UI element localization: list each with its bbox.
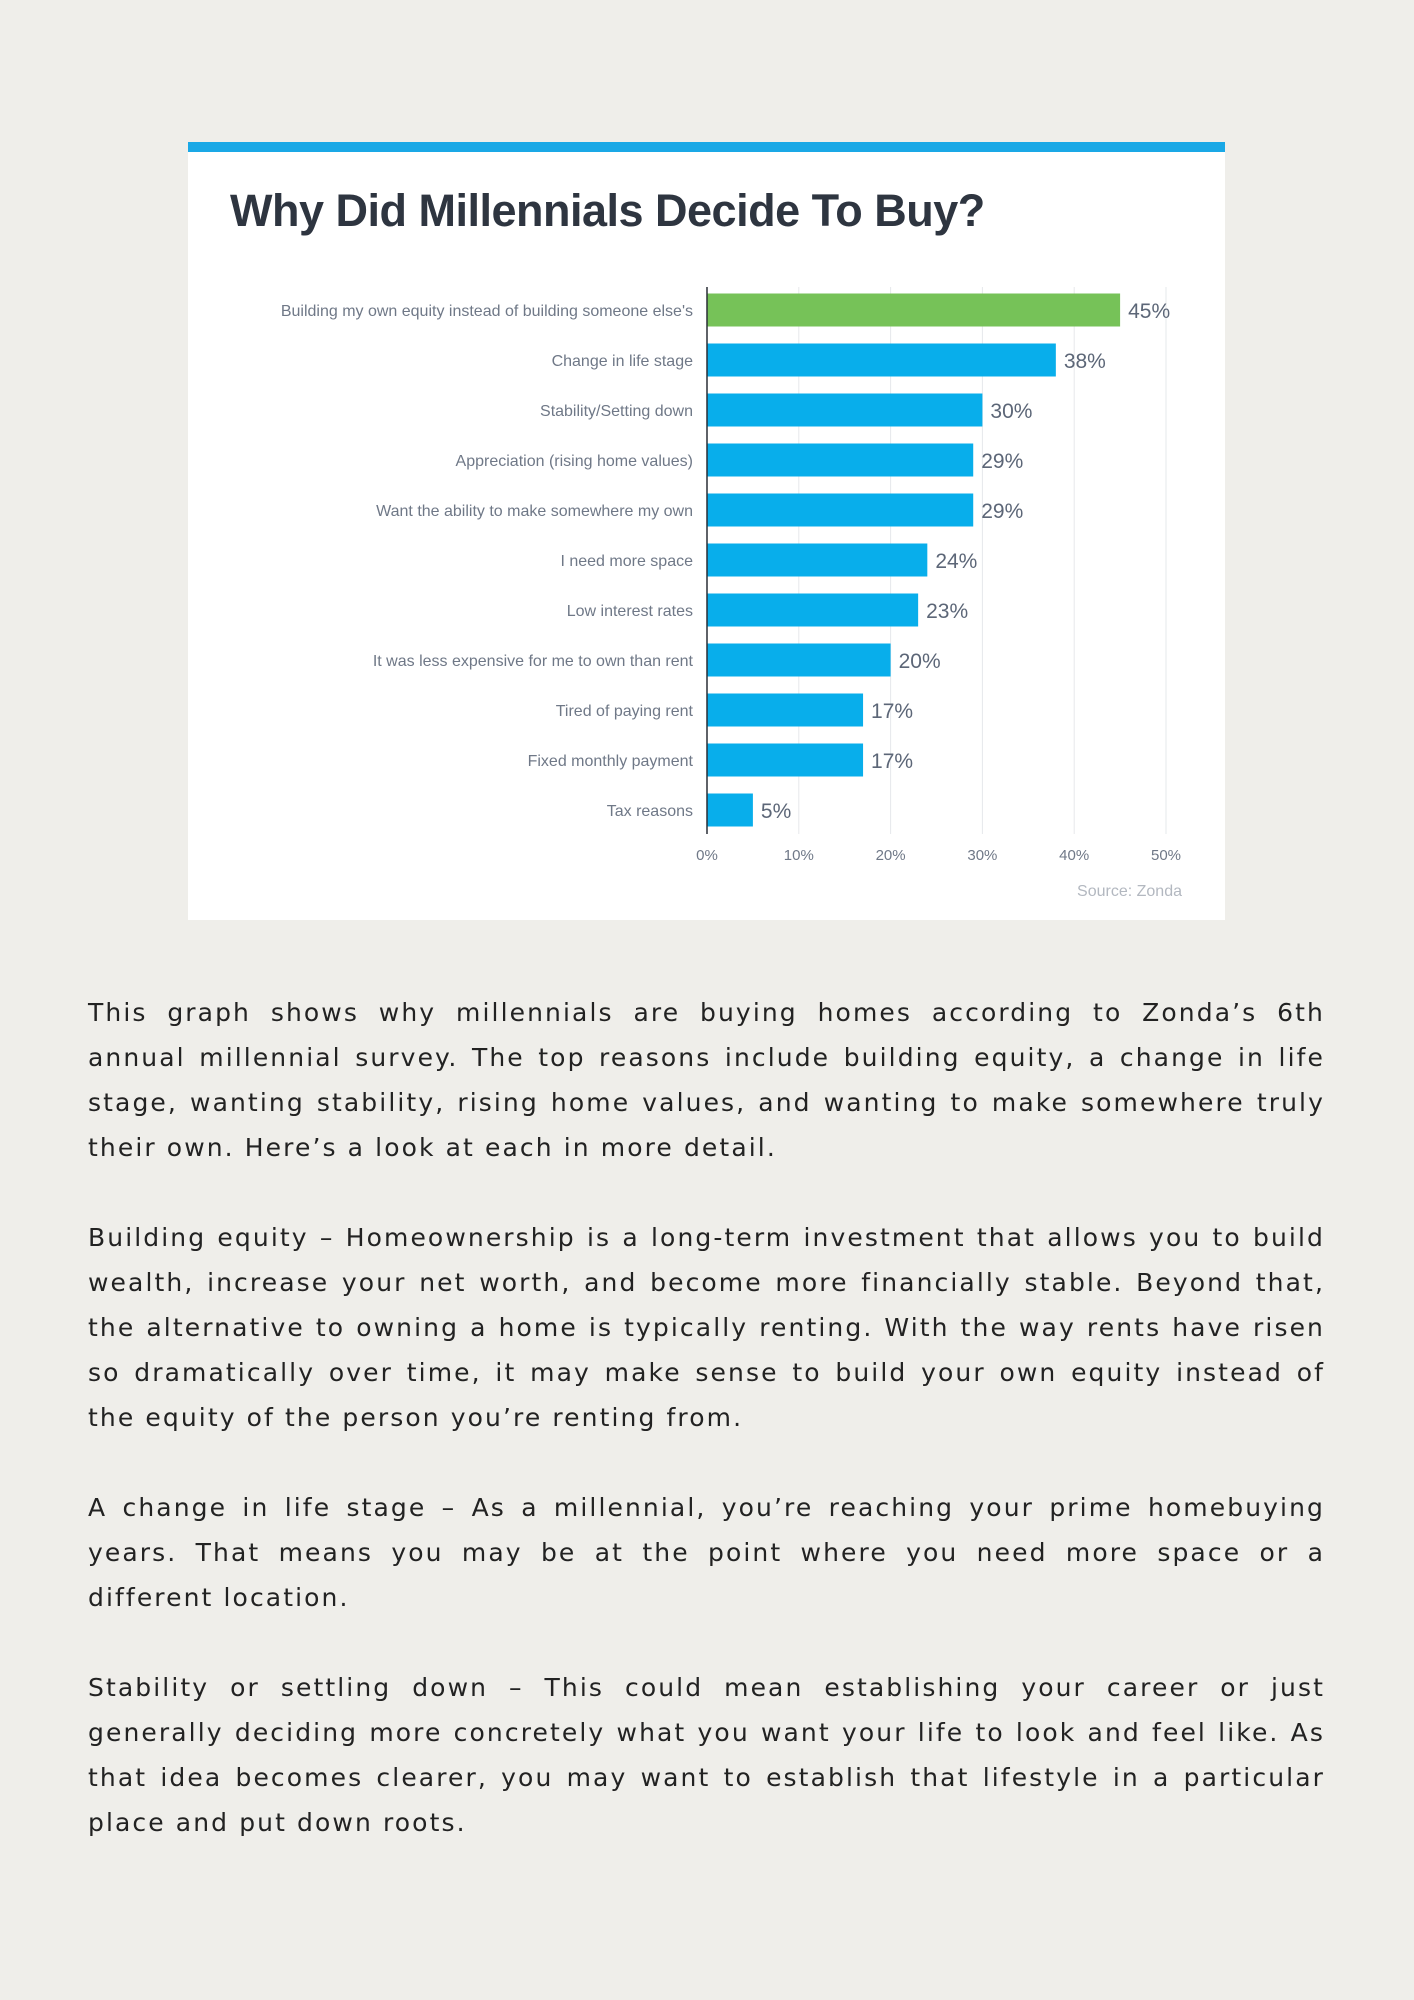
value-label: 29% <box>981 500 1023 523</box>
value-label: 5% <box>761 800 791 823</box>
category-label: Want the ability to make somewhere my ow… <box>376 503 693 520</box>
category-label: Tired of paying rent <box>556 703 694 720</box>
bar-chart: 0% 10% 20% 30% 40% 50% Building my own equity … <box>281 287 1182 900</box>
bar <box>707 343 1056 377</box>
bar <box>707 593 919 627</box>
value-label: 30% <box>990 400 1032 423</box>
category-label: Fixed monthly payment <box>528 753 694 770</box>
bar <box>707 693 864 727</box>
stability-paragraph: Stability or settling down – This could … <box>88 1673 1325 1837</box>
bar <box>707 543 928 577</box>
category-label: Appreciation (rising home values) <box>456 453 693 470</box>
value-label: 29% <box>981 450 1023 473</box>
category-label: I need more space <box>560 553 693 570</box>
x-tick-label: 50% <box>1151 847 1181 864</box>
x-tick-label: 10% <box>784 847 814 864</box>
axes: 0% 10% 20% 30% 40% 50% Building my own equity … <box>281 287 1181 864</box>
category-label: Low interest rates <box>567 603 693 620</box>
category-label: It was less expensive for me to own than… <box>373 653 694 670</box>
x-tick-label: 30% <box>967 847 997 864</box>
value-label: 45% <box>1128 300 1170 323</box>
x-tick-label: 40% <box>1059 847 1089 864</box>
article-body: This graph shows why millennials are buy… <box>88 990 1325 1890</box>
category-label: Building my own equity instead of buildi… <box>281 303 693 320</box>
category-label: Change in life stage <box>552 353 694 370</box>
bar <box>707 393 983 427</box>
chart-accent-bar <box>188 142 1225 152</box>
bar <box>707 493 974 527</box>
bar <box>707 793 753 827</box>
bar <box>707 643 891 677</box>
value-label: 20% <box>899 650 941 673</box>
bar <box>707 743 864 777</box>
bar <box>707 293 1121 327</box>
intro-paragraph: This graph shows why millennials are buy… <box>88 998 1325 1162</box>
chart-title: Why Did Millennials Decide To Buy? <box>230 185 985 236</box>
source-note: Source: Zonda <box>1077 883 1182 900</box>
category-label: Tax reasons <box>607 803 693 820</box>
value-label: 38% <box>1064 350 1106 373</box>
bars <box>707 293 1121 827</box>
x-tick-label: 0% <box>696 847 718 864</box>
building-equity-paragraph: Building equity – Homeownership is a lon… <box>88 1223 1325 1432</box>
value-label: 23% <box>926 600 968 623</box>
category-label: Stability/Setting down <box>540 403 693 420</box>
value-label: 24% <box>935 550 977 573</box>
chart-card: Why Did Millennials Decide To Buy? 0% 10%… <box>188 142 1225 920</box>
value-label: 17% <box>871 750 913 773</box>
life-stage-paragraph: A change in life stage – As a millennial… <box>88 1493 1325 1612</box>
value-label: 17% <box>871 700 913 723</box>
x-tick-label: 20% <box>876 847 906 864</box>
bar <box>707 443 974 477</box>
